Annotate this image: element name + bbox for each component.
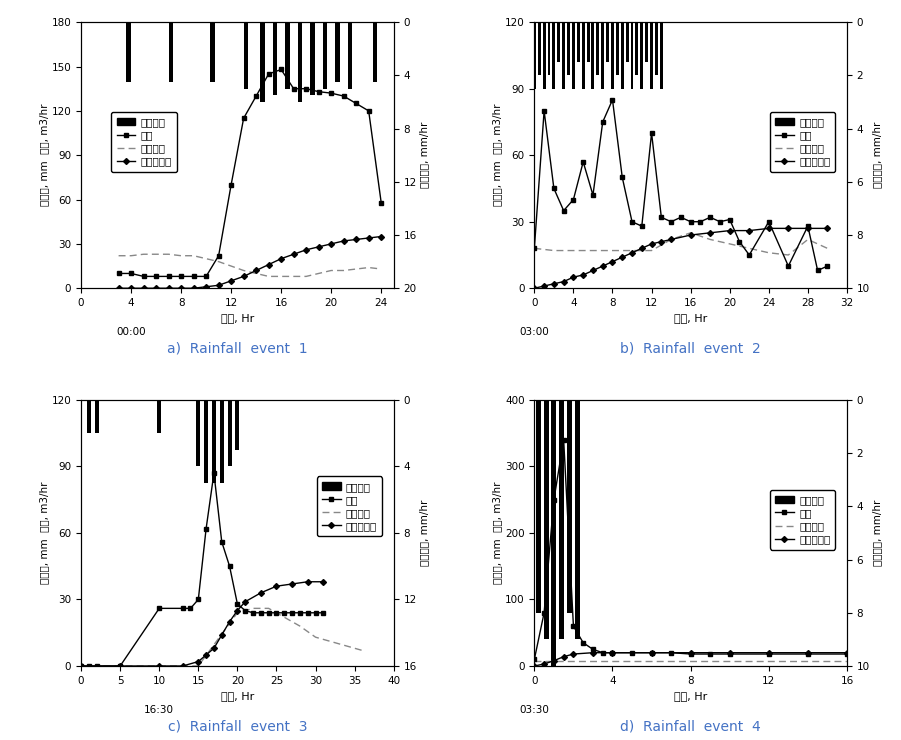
Bar: [210, 22, 214, 82]
Y-axis label: 강우량, mm  유량, m3/hr: 강우량, mm 유량, m3/hr: [39, 104, 49, 206]
Text: a)  Rainfall  event  1: a) Rainfall event 1: [167, 341, 308, 355]
Bar: [641, 22, 643, 89]
Bar: [577, 22, 579, 62]
Bar: [611, 22, 614, 89]
Bar: [323, 22, 327, 89]
Bar: [591, 22, 595, 89]
Text: b)  Rainfall  event  2: b) Rainfall event 2: [620, 341, 761, 355]
Bar: [273, 22, 278, 95]
Y-axis label: 강우강도, mm/hr: 강우강도, mm/hr: [872, 122, 883, 189]
Bar: [260, 22, 265, 102]
Bar: [348, 22, 352, 89]
Y-axis label: 강우량, mm  유량, m3/hr: 강우량, mm 유량, m3/hr: [492, 104, 502, 206]
Bar: [575, 400, 579, 639]
Bar: [335, 22, 340, 82]
Bar: [552, 22, 555, 89]
Bar: [168, 22, 173, 82]
Text: 03:00: 03:00: [520, 327, 550, 337]
Y-axis label: 강우강도, mm/hr: 강우강도, mm/hr: [420, 500, 430, 566]
Bar: [655, 22, 658, 75]
Text: 03:30: 03:30: [519, 705, 550, 715]
Bar: [95, 400, 99, 433]
Bar: [297, 22, 302, 102]
Bar: [572, 22, 575, 89]
Bar: [310, 22, 314, 95]
Bar: [601, 22, 605, 89]
Legend: 강우강도, 유량, 건기유량, 누적강우량: 강우강도, 유량, 건기유량, 누적강우량: [112, 112, 177, 172]
Bar: [631, 22, 633, 89]
Text: 16:30: 16:30: [144, 705, 174, 715]
Bar: [542, 22, 546, 89]
Bar: [558, 22, 560, 62]
Bar: [235, 400, 240, 450]
X-axis label: 시간, Hr: 시간, Hr: [221, 691, 254, 702]
Bar: [567, 400, 572, 613]
Bar: [551, 400, 556, 666]
X-axis label: 시간, Hr: 시간, Hr: [674, 691, 707, 702]
Bar: [205, 400, 208, 483]
Bar: [660, 22, 663, 89]
Bar: [562, 22, 565, 89]
Bar: [538, 22, 541, 75]
Text: 00:00: 00:00: [116, 327, 146, 337]
Bar: [621, 22, 623, 89]
Bar: [567, 22, 570, 75]
Bar: [587, 22, 589, 62]
Legend: 강우강도, 유량, 건기유량, 누적강우량: 강우강도, 유량, 건기유량, 누적강우량: [769, 112, 835, 172]
Y-axis label: 강우량, mm  유량, m3/hr: 강우량, mm 유량, m3/hr: [492, 482, 502, 585]
Bar: [87, 400, 91, 433]
Bar: [596, 22, 599, 75]
X-axis label: 시간, Hr: 시간, Hr: [674, 314, 707, 323]
Bar: [286, 22, 289, 89]
Bar: [635, 22, 639, 75]
Bar: [616, 22, 619, 75]
Bar: [560, 400, 564, 639]
Bar: [582, 22, 585, 89]
Bar: [126, 22, 131, 82]
Bar: [244, 22, 249, 89]
Bar: [606, 22, 609, 62]
Y-axis label: 강우량, mm  유량, m3/hr: 강우량, mm 유량, m3/hr: [39, 482, 49, 585]
Bar: [220, 400, 223, 483]
Bar: [548, 22, 551, 75]
Bar: [196, 400, 200, 466]
Legend: 강우강도, 유량, 건기유량, 누적강우량: 강우강도, 유량, 건기유량, 누적강우량: [769, 490, 835, 550]
Y-axis label: 강우강도, mm/hr: 강우강도, mm/hr: [420, 122, 430, 189]
Bar: [536, 400, 541, 613]
Bar: [625, 22, 629, 62]
Bar: [543, 400, 549, 639]
Bar: [651, 22, 653, 89]
Y-axis label: 강우강도, mm/hr: 강우강도, mm/hr: [872, 500, 883, 566]
Bar: [228, 400, 232, 466]
Bar: [532, 22, 536, 89]
Bar: [212, 400, 216, 483]
Bar: [158, 400, 161, 433]
X-axis label: 시간, Hr: 시간, Hr: [221, 314, 254, 323]
Bar: [645, 22, 648, 62]
Text: d)  Rainfall  event  4: d) Rainfall event 4: [620, 719, 761, 733]
Bar: [373, 22, 378, 82]
Text: c)  Rainfall  event  3: c) Rainfall event 3: [168, 719, 307, 733]
Legend: 강우강도, 유량, 건기유량, 누적강우량: 강우강도, 유량, 건기유량, 누적강우량: [316, 477, 382, 536]
